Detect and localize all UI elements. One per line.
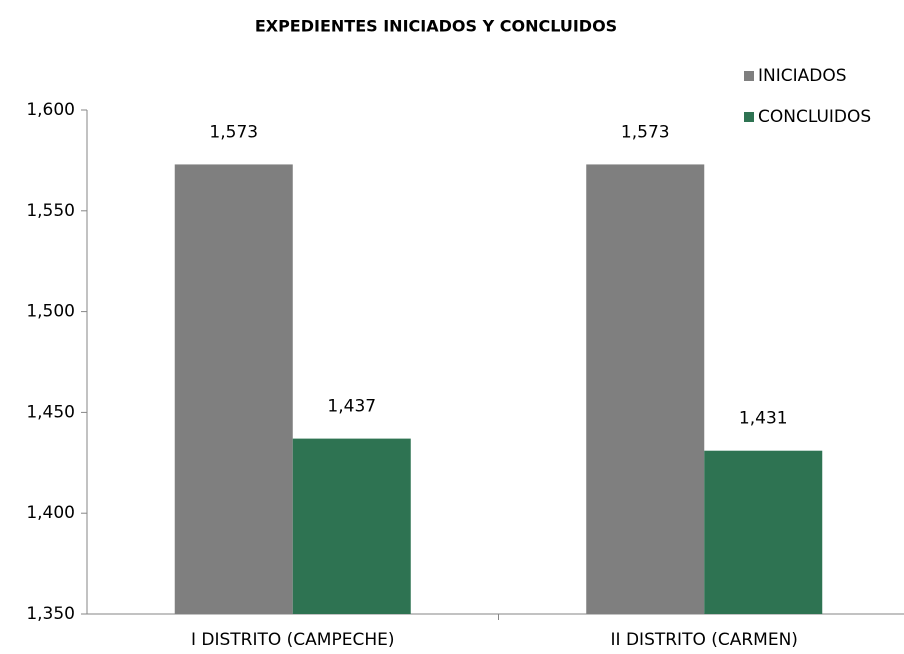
data-label: 1,431 [739, 409, 788, 429]
y-tick-label: 1,450 [26, 402, 75, 422]
x-tick-label: II DISTRITO (CARMEN) [611, 630, 798, 650]
y-tick-label: 1,350 [26, 604, 75, 624]
bar [704, 450, 823, 614]
y-tick-label: 1,400 [26, 503, 75, 523]
y-tick-label: 1,500 [26, 302, 75, 322]
data-label: 1,573 [209, 122, 258, 142]
x-tick-label: I DISTRITO (CAMPECHE) [191, 630, 395, 650]
y-tick-label: 1,600 [26, 100, 75, 120]
chart-title: EXPEDIENTES INICIADOS Y CONCLUIDOS [255, 17, 617, 36]
bar [292, 438, 411, 614]
legend-label: CONCLUIDOS [758, 107, 871, 127]
legend-swatch [744, 112, 754, 122]
legend-label: INICIADOS [758, 66, 847, 86]
bar [174, 164, 293, 614]
data-label: 1,573 [621, 122, 670, 142]
legend-swatch [744, 71, 754, 81]
y-tick-label: 1,550 [26, 201, 75, 221]
data-label: 1,437 [327, 397, 376, 417]
bar [586, 164, 705, 614]
